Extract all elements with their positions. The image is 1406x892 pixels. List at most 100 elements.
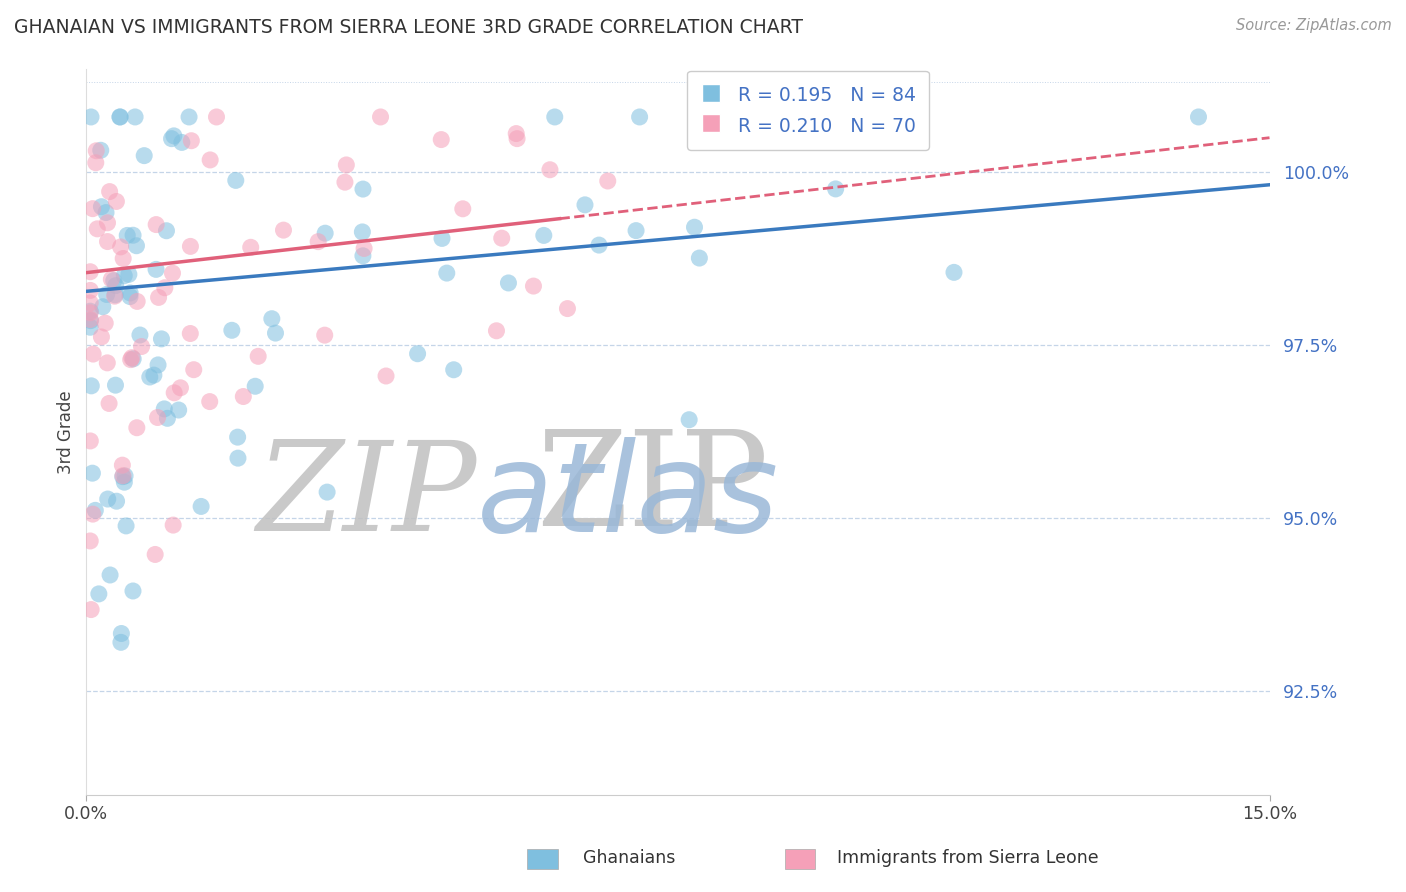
Point [588, 238, 610, 252]
Point [352, 225, 374, 239]
Point [82, 347, 104, 361]
Point [1187, 110, 1209, 124]
Point [103, 274, 125, 288]
Point [153, 281, 176, 295]
Point [596, 174, 619, 188]
Point [145, 262, 167, 277]
Point [91, 300, 114, 314]
Point [80, 602, 103, 616]
Point [90, 200, 112, 214]
Point [79, 312, 101, 326]
Point [87, 587, 110, 601]
Point [232, 390, 254, 404]
Point [79, 284, 101, 298]
Point [145, 218, 167, 232]
Text: Source: ZipAtlas.com: Source: ZipAtlas.com [1236, 18, 1392, 33]
Point [156, 411, 179, 425]
Point [506, 131, 529, 145]
Point [167, 403, 190, 417]
Point [120, 352, 142, 367]
Point [170, 136, 193, 150]
Point [98, 568, 121, 582]
Point [179, 326, 201, 341]
Point [451, 202, 474, 216]
Point [491, 231, 513, 245]
Point [131, 339, 153, 353]
Point [122, 584, 145, 599]
Point [79, 304, 101, 318]
Point [105, 494, 128, 508]
Point [118, 290, 141, 304]
Point [430, 132, 453, 146]
Point [505, 127, 527, 141]
Point [335, 158, 357, 172]
Point [112, 252, 135, 266]
Point [118, 268, 141, 282]
Point [498, 276, 520, 290]
Point [683, 220, 706, 235]
Point [155, 224, 177, 238]
Point [198, 153, 221, 167]
Point [86, 222, 108, 236]
Point [82, 466, 104, 480]
Point [80, 110, 103, 124]
Point [129, 328, 152, 343]
Point [111, 469, 134, 483]
Point [108, 110, 131, 124]
Point [247, 349, 270, 363]
Point [544, 110, 567, 124]
Point [333, 175, 356, 189]
Point [96, 216, 118, 230]
Point [260, 311, 283, 326]
Point [148, 290, 170, 304]
Point [485, 324, 508, 338]
Point [111, 468, 134, 483]
Point [624, 224, 647, 238]
Point [97, 491, 120, 506]
Point [79, 313, 101, 327]
Point [112, 268, 135, 283]
Point [443, 363, 465, 377]
Point [112, 475, 135, 490]
Point [104, 288, 127, 302]
Point [96, 356, 118, 370]
Point [406, 347, 429, 361]
Text: Ghanaians: Ghanaians [583, 849, 676, 867]
Point [314, 226, 336, 240]
Point [110, 635, 132, 649]
Point [225, 173, 247, 187]
Point [115, 228, 138, 243]
Point [557, 301, 579, 316]
Point [98, 396, 121, 410]
Point [96, 235, 118, 249]
Point [134, 148, 156, 162]
Point [160, 131, 183, 145]
Point [110, 626, 132, 640]
Point [688, 251, 710, 265]
Point [226, 430, 249, 444]
Point [122, 228, 145, 243]
Point [104, 378, 127, 392]
Point [179, 239, 201, 253]
Point [84, 155, 107, 169]
Point [80, 379, 103, 393]
Point [824, 182, 846, 196]
Point [122, 351, 145, 366]
Point [678, 413, 700, 427]
Point [352, 182, 374, 196]
Point [90, 143, 112, 157]
Point [264, 326, 287, 340]
Point [316, 485, 339, 500]
Point [127, 294, 149, 309]
Point [183, 362, 205, 376]
Point [98, 185, 121, 199]
Point [90, 330, 112, 344]
Point [146, 410, 169, 425]
Point [82, 202, 104, 216]
Point [538, 162, 561, 177]
Point [79, 320, 101, 334]
Point [353, 242, 375, 256]
Point [104, 289, 127, 303]
Point [180, 134, 202, 148]
Point [120, 285, 142, 300]
